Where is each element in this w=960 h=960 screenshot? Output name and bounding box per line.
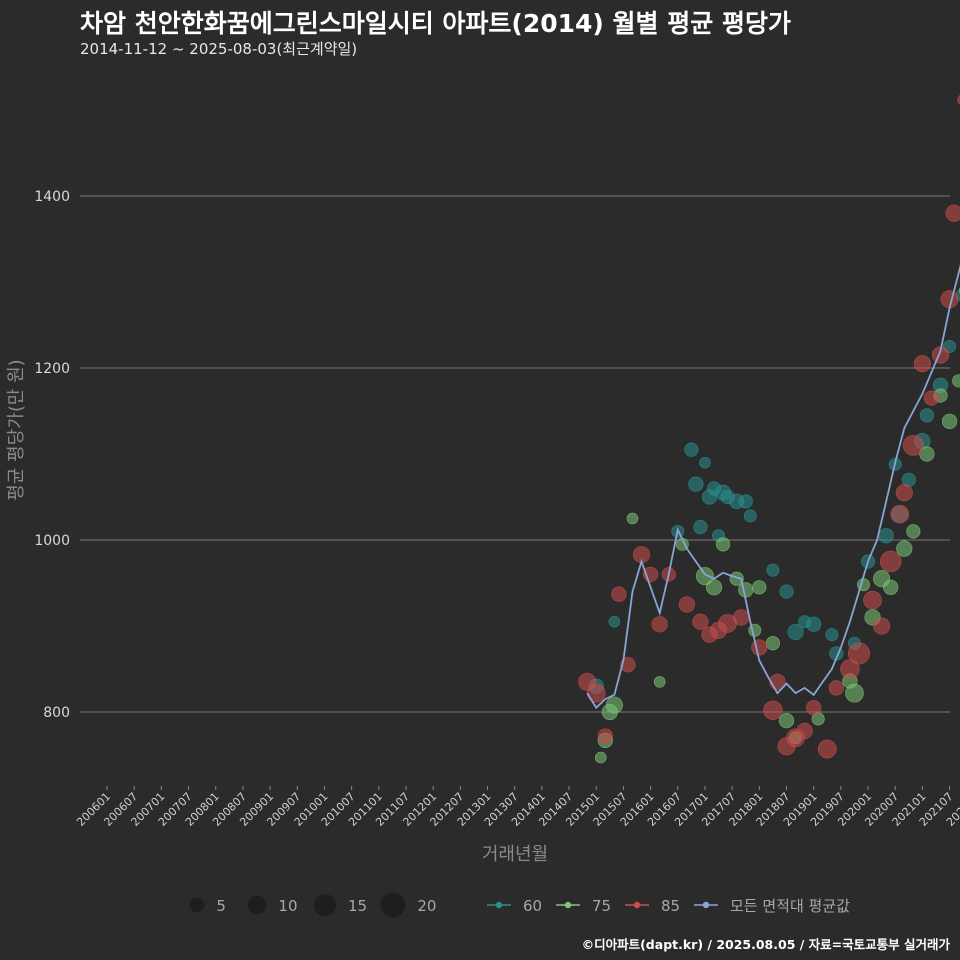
point-60 [878, 528, 894, 544]
y-tick-label: 800 [43, 705, 70, 721]
y-tick-label: 1400 [34, 189, 70, 205]
point-75 [626, 512, 639, 525]
point-85 [817, 739, 837, 759]
point-85 [890, 504, 910, 524]
point-60 [825, 628, 839, 642]
chart-title: 차암 천안한화꿈에그린스마일시티 아파트(2014) 월별 평균 평당가 [80, 9, 791, 38]
point-85 [879, 550, 902, 573]
point-60 [919, 408, 935, 423]
data-points [578, 94, 960, 764]
average-line [586, 264, 960, 710]
point-75 [695, 567, 714, 586]
source-credit: ©디아파트(dapt.kr) / 2025.08.05 / 자료=국토교통부 실… [581, 937, 950, 952]
point-75 [605, 696, 623, 714]
legend-swatch-dot [702, 901, 710, 909]
y-tick-label: 1000 [34, 533, 70, 549]
legend-label-85: 85 [661, 897, 680, 915]
size-legend-label: 10 [278, 897, 297, 915]
legend-label-average: 모든 면적대 평균값 [730, 897, 850, 915]
point-75 [705, 579, 723, 596]
legend-swatch-dot [633, 901, 641, 909]
point-75 [765, 636, 781, 651]
y-axis-title: 평균 평당가(만 원) [6, 359, 27, 500]
point-75 [594, 751, 607, 764]
point-75 [906, 524, 921, 539]
point-85 [895, 484, 913, 502]
point-85 [873, 617, 891, 635]
point-75 [653, 676, 666, 688]
point-85 [692, 613, 709, 630]
size-legend-label: 15 [348, 897, 367, 915]
point-60 [738, 494, 753, 509]
point-85 [796, 722, 813, 740]
point-75 [729, 571, 744, 586]
legend-swatch-dot [495, 901, 503, 909]
size-legend-marker [189, 897, 205, 913]
point-60 [693, 519, 708, 535]
y-tick-label: 1200 [34, 361, 70, 377]
point-85 [597, 728, 613, 744]
point-60 [699, 456, 711, 469]
point-85 [923, 390, 940, 406]
point-85 [651, 616, 668, 633]
legend-label-60: 60 [523, 897, 542, 915]
point-60 [787, 623, 804, 641]
size-legend-marker [247, 895, 267, 915]
x-axis-title: 거래년월 [482, 844, 548, 865]
point-85 [828, 680, 844, 696]
point-75 [845, 683, 864, 703]
point-85 [733, 609, 750, 626]
size-legend-label: 20 [417, 897, 436, 915]
x-tick-labels: 2006012006072007012007072008012008072009… [74, 786, 960, 829]
point-60 [806, 616, 822, 632]
point-75 [941, 413, 958, 429]
point-60 [608, 615, 621, 628]
point-85 [863, 590, 882, 610]
grid-lines [80, 195, 950, 713]
point-75 [752, 580, 767, 595]
point-75 [952, 374, 960, 388]
point-85 [945, 204, 960, 222]
point-85 [678, 596, 695, 613]
point-75 [778, 712, 795, 729]
series-line-average [586, 264, 960, 710]
point-60 [779, 584, 794, 599]
point-85 [902, 435, 924, 456]
point-75 [715, 537, 731, 552]
point-85 [847, 642, 870, 665]
point-60 [684, 442, 699, 457]
legend-swatch-dot [564, 901, 572, 909]
point-75 [919, 446, 935, 462]
point-75 [883, 579, 899, 595]
y-tick-labels: 800 1000 1200 1400 [34, 189, 70, 721]
point-85 [620, 657, 636, 673]
legend-label-75: 75 [592, 897, 611, 915]
chart-subtitle: 2014-11-12 ~ 2025-08-03(최근계약일) [80, 40, 358, 58]
point-60 [766, 563, 780, 577]
point-85 [751, 639, 768, 656]
point-85 [806, 700, 822, 716]
point-75 [738, 582, 754, 598]
point-85 [913, 355, 931, 373]
point-85 [957, 94, 960, 105]
size-legend: 5 10 15 20 [189, 892, 436, 918]
point-85 [611, 586, 627, 602]
point-60 [688, 476, 704, 492]
point-60 [743, 509, 757, 523]
size-legend-label: 5 [216, 897, 226, 915]
point-85 [586, 683, 606, 703]
point-75 [896, 540, 913, 557]
size-legend-marker [313, 893, 337, 917]
size-legend-marker [380, 892, 406, 918]
color-legend: 60 75 85 모든 면적대 평균값 [487, 897, 850, 915]
point-85 [763, 700, 783, 720]
